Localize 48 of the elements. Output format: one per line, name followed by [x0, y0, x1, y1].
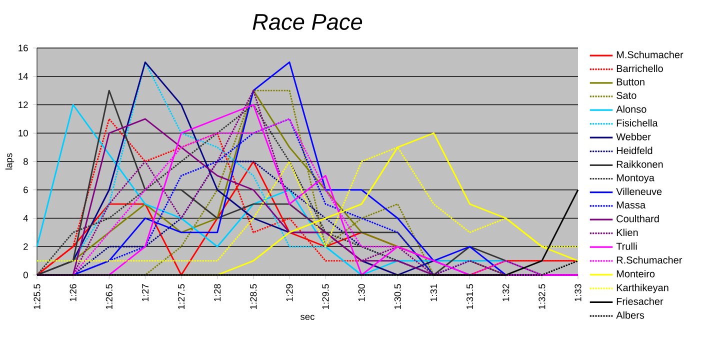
- legend-label: Fisichella: [616, 119, 658, 127]
- x-tick-label: 1:26: [70, 284, 76, 302]
- legend-label: Trulli: [616, 242, 637, 250]
- y-tick-label: 0: [23, 272, 28, 278]
- y-tick-label: 8: [23, 158, 28, 165]
- x-tick-label: 1:29.5: [322, 284, 329, 309]
- legend-label: Monteiro: [616, 270, 655, 278]
- legend-label: Coulthard: [616, 214, 659, 222]
- legend-label: Karthikeyan: [616, 284, 668, 294]
- y-tick-label: 2: [24, 243, 28, 250]
- y-tick-label: 4: [23, 215, 28, 222]
- y-tick-label: 16: [18, 44, 28, 52]
- y-axis-title: laps: [5, 153, 14, 170]
- legend-label: Klien: [616, 228, 638, 236]
- chart-title: Race Pace: [252, 14, 362, 30]
- y-tick-label: 10: [18, 130, 28, 136]
- legend-label: M.Schumacher: [616, 50, 684, 58]
- x-tick-label: 1:29: [286, 284, 293, 302]
- legend-label: Button: [616, 78, 644, 86]
- legend-label: Albers: [616, 311, 644, 319]
- x-tick-label: 1:31: [430, 284, 438, 302]
- legend-label: Villeneuve: [616, 188, 662, 196]
- x-axis-title: sec: [300, 314, 315, 320]
- x-tick-label: 1:32.5: [538, 284, 546, 309]
- x-tick-label: 1:31.5: [466, 284, 474, 309]
- x-tick-label: 1:30: [358, 284, 365, 302]
- legend-label: Montoya: [616, 174, 654, 184]
- x-tick-label: 1:27: [142, 284, 148, 302]
- x-tick-label: 1:30.5: [394, 284, 401, 309]
- x-tick-label: 1:32: [502, 284, 510, 302]
- x-tick-label: 1:28: [214, 284, 221, 302]
- legend-label: Friesacher: [616, 298, 664, 305]
- legend-label: Heidfeld: [616, 146, 652, 154]
- legend-label: Raikkonen: [616, 160, 663, 168]
- x-tick-label: 1:25.5: [34, 284, 40, 309]
- legend-label: Sato: [616, 92, 636, 99]
- x-tick-label: 1:33: [574, 284, 582, 302]
- y-tick-label: 12: [18, 102, 28, 108]
- x-tick-label: 1:28.5: [250, 284, 257, 309]
- legend-label: Webber: [616, 132, 651, 140]
- x-tick-label: 1:26.5: [106, 284, 112, 309]
- y-tick-label: 14: [18, 73, 28, 80]
- legend-label: Massa: [616, 202, 646, 208]
- legend-label: Barrichello: [616, 64, 663, 72]
- x-tick-label: 1:27.5: [178, 284, 185, 309]
- y-tick-label: 6: [24, 186, 28, 194]
- legend-label: R.Schumacher: [616, 256, 682, 264]
- legend-label: Alonso: [616, 105, 646, 113]
